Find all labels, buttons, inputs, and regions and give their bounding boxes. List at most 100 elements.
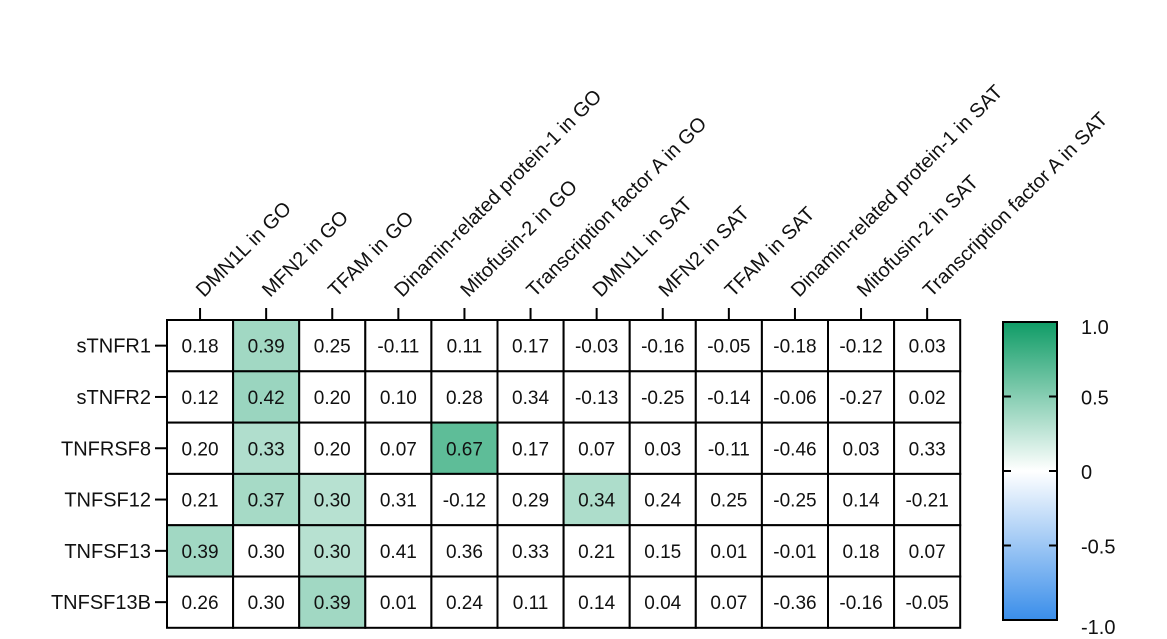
heatmap-cell [694, 524, 763, 578]
heatmap-cell [562, 319, 631, 373]
cell-value-label: 0.15 [644, 542, 681, 563]
cell-value-label: 0.25 [710, 491, 747, 512]
cell-value-label: -0.46 [773, 439, 816, 460]
row-label: TNFSF13B [51, 592, 151, 614]
cell-value-label: 0.34 [578, 491, 615, 512]
heatmap-cell [827, 524, 896, 578]
cell-value-label: 0.03 [843, 439, 880, 460]
heatmap-cell [694, 319, 763, 373]
cell-value-label: 0.17 [512, 337, 549, 358]
heatmap-cell [496, 472, 565, 527]
heatmap-cell [760, 472, 830, 527]
heatmap-cell [760, 575, 830, 629]
cell-value-label: 0.36 [446, 542, 483, 563]
cell-value-label: 0.31 [380, 491, 417, 512]
cell-value-label: -0.01 [773, 542, 816, 563]
heatmap-cell [827, 370, 896, 424]
cell-value-label: 0.30 [248, 542, 285, 563]
cell-value-label: 0.67 [446, 439, 483, 460]
cell-value-label: 0.30 [314, 491, 351, 512]
heatmap-cell [827, 472, 896, 527]
cell-value-label: 0.33 [248, 439, 285, 460]
color-scale-legend: 1.0 0.5 0 -0.5 -1.0 [1002, 317, 1115, 639]
cell-value-label: 0.07 [380, 439, 417, 460]
heatmap-cell [166, 524, 235, 578]
heatmap-cell [430, 472, 499, 527]
cell-value-label: -0.27 [839, 388, 882, 409]
heatmap-cell [364, 370, 433, 424]
cell-value-label: -0.05 [905, 593, 948, 614]
cell-value-label: 0.30 [314, 542, 351, 563]
heatmap-cell [628, 575, 697, 629]
cell-value-label: 0.04 [644, 593, 681, 614]
row-label: sTNFR1 [77, 336, 151, 358]
cell-value-label: -0.14 [707, 388, 751, 409]
row-label: TNFSF12 [64, 490, 151, 512]
cell-value-label: 0.20 [314, 439, 351, 460]
cell-value-label: 0.29 [512, 491, 549, 512]
heatmap-cell [166, 370, 235, 424]
cell-value-label: -0.16 [839, 593, 882, 614]
cell-value-label: 0.03 [909, 337, 946, 358]
heatmap-cell [298, 421, 367, 475]
color-scale-label: -0.5 [1081, 537, 1115, 559]
heatmap-cell [496, 575, 565, 629]
column-label: Mitofusin-2 in GO [456, 176, 582, 302]
cell-value-label: 0.01 [710, 542, 747, 563]
heatmap-cell [893, 575, 962, 629]
heatmap-cell [430, 370, 499, 424]
cell-value-label: 0.14 [578, 593, 615, 614]
color-scale-label: 1.0 [1081, 317, 1109, 339]
cell-value-label: -0.13 [575, 388, 618, 409]
heatmap-cell [694, 370, 763, 424]
cell-value-label: 0.12 [182, 388, 219, 409]
row-label: TNFSF13 [64, 541, 151, 563]
cell-value-label: 0.11 [447, 337, 483, 358]
cell-value-label: -0.12 [443, 491, 486, 512]
heatmap-cell [496, 319, 565, 373]
cell-value-label: -0.11 [377, 337, 419, 358]
cell-value-label: 0.37 [248, 491, 285, 512]
cell-value-label: 0.07 [909, 542, 946, 563]
column-label: Mitofusin-2 in SAT [853, 171, 983, 301]
heatmap-cell [562, 524, 631, 578]
heatmap-cell [364, 524, 433, 578]
cell-value-label: -0.25 [641, 388, 684, 409]
heatmap-cell [298, 575, 367, 629]
row-labels: sTNFR1 sTNFR2 TNFRSF8 TNFSF12 TNFSF13 TNFSF13… [51, 336, 167, 614]
heatmap-cell [166, 421, 235, 475]
heatmap-cell [232, 472, 301, 527]
cell-value-label: 0.02 [909, 388, 946, 409]
heatmap-cell [893, 370, 962, 424]
cell-value-label: 0.01 [380, 593, 417, 614]
cell-value-label: 0.33 [512, 542, 549, 563]
cell-value-label: -0.25 [773, 491, 816, 512]
cell-value-label: 0.26 [182, 593, 219, 614]
cell-value-label: 0.33 [909, 439, 946, 460]
cell-value-label: -0.16 [641, 337, 684, 358]
heatmap-cell [232, 319, 301, 373]
cell-value-label: -0.36 [773, 593, 816, 614]
heatmap-cell [298, 524, 367, 578]
cell-value-label: -0.05 [707, 337, 750, 358]
cell-value-label: -0.12 [839, 337, 882, 358]
cell-value-label: 0.20 [182, 439, 219, 460]
row-label: TNFRSF8 [61, 438, 151, 460]
cell-value-label: -0.06 [773, 388, 816, 409]
color-scale-label: 0.5 [1081, 388, 1109, 410]
cell-value-label: 0.21 [578, 542, 615, 563]
cell-value-label: 0.25 [314, 337, 351, 358]
cell-value-label: 0.21 [182, 491, 219, 512]
cell-value-label: 0.18 [843, 542, 880, 563]
cell-value-label: 0.42 [248, 388, 285, 409]
heatmap-cell [893, 524, 962, 578]
cell-value-label: 0.07 [578, 439, 615, 460]
cell-value-label: 0.18 [182, 337, 219, 358]
cell-value-label: -0.18 [773, 337, 816, 358]
cell-value-label: 0.24 [446, 593, 483, 614]
cell-value-label: 0.03 [644, 439, 681, 460]
heatmap-cell [893, 319, 962, 373]
heatmap-cell [166, 472, 235, 527]
